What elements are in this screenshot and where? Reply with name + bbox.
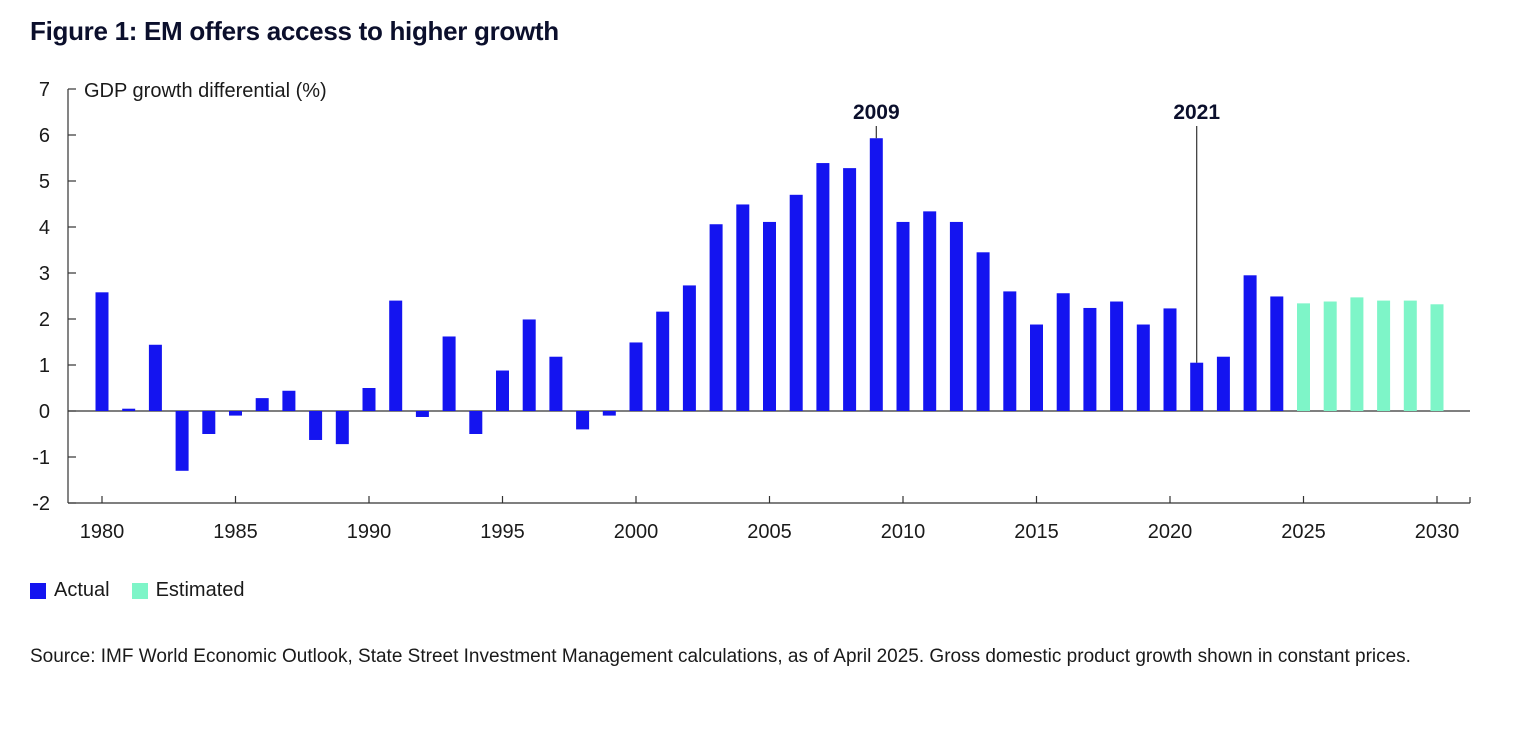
legend-swatch-estimated xyxy=(131,582,148,599)
bar-estimated-2026 xyxy=(1323,301,1337,411)
annotation-label-2009: 2009 xyxy=(853,101,900,124)
bar-actual-1984 xyxy=(202,411,216,434)
bar-actual-1982 xyxy=(148,344,162,411)
bar-actual-2023 xyxy=(1243,275,1257,411)
x-tick-label: 1995 xyxy=(480,521,525,543)
bar-actual-2019 xyxy=(1136,324,1150,411)
x-tick-label: 2030 xyxy=(1415,521,1460,543)
bar-actual-2003 xyxy=(709,224,723,411)
bar-actual-1993 xyxy=(442,336,456,411)
bar-actual-2024 xyxy=(1270,296,1284,411)
bar-actual-2001 xyxy=(656,311,670,411)
legend-swatch-actual xyxy=(30,582,46,599)
y-axis: -2 -1 0 1 2 3 4 5 6 7 xyxy=(32,79,76,515)
annotations: 2009 2021 xyxy=(853,101,1220,363)
x-tick-label: 1985 xyxy=(213,521,258,543)
y-tick-label: 3 xyxy=(39,263,50,285)
bar-actual-1998 xyxy=(576,411,590,430)
bar-actual-1981 xyxy=(122,408,136,411)
bar-actual-1997 xyxy=(549,356,563,411)
bar-actual-2009 xyxy=(869,138,883,411)
bar-actual-2007 xyxy=(816,163,830,411)
x-tick-label: 2005 xyxy=(747,521,792,543)
bar-actual-2012 xyxy=(949,221,963,411)
bar-actual-1995 xyxy=(496,370,509,411)
y-tick-label: 1 xyxy=(39,355,50,377)
source-note: Source: IMF World Economic Outlook, Stat… xyxy=(30,646,1411,667)
y-tick-label: 0 xyxy=(39,401,50,423)
bar-actual-1996 xyxy=(522,319,536,411)
legend-item-actual: Actual xyxy=(30,579,110,602)
x-tick-label: 2020 xyxy=(1148,521,1193,543)
bar-actual-2017 xyxy=(1083,307,1097,411)
x-tick-label: 2010 xyxy=(881,521,926,543)
y-tick-label: 6 xyxy=(39,125,50,147)
bar-actual-1991 xyxy=(389,300,403,411)
legend-item-estimated: Estimated xyxy=(131,579,245,602)
y-axis-label: GDP growth differential (%) xyxy=(84,80,327,102)
bar-actual-2014 xyxy=(1003,291,1017,411)
bar-actual-2008 xyxy=(843,168,857,411)
bar-actual-1986 xyxy=(255,398,269,411)
legend-label-estimated: Estimated xyxy=(155,579,245,601)
bar-actual-2016 xyxy=(1056,293,1070,411)
bar-actual-1980 xyxy=(95,292,109,411)
bar-actual-2005 xyxy=(763,221,776,411)
bar-chart: -2 -1 0 1 2 3 4 5 6 7 1980 1985 1990 1995 2000 2005 201… xyxy=(32,79,1471,543)
bar-actual-2011 xyxy=(923,211,937,411)
bar-actual-2006 xyxy=(789,194,803,411)
bar-actual-2004 xyxy=(736,204,750,411)
bar-estimated-2029 xyxy=(1403,300,1417,411)
legend: Actual Estimated xyxy=(30,579,245,602)
bar-actual-2013 xyxy=(976,252,990,411)
bar-actual-2022 xyxy=(1216,356,1230,411)
bars xyxy=(95,138,1444,471)
bar-estimated-2030 xyxy=(1430,304,1444,411)
bar-actual-1985 xyxy=(229,411,242,416)
bar-actual-2002 xyxy=(682,285,696,411)
bar-estimated-2028 xyxy=(1377,300,1391,411)
annotation-label-2021: 2021 xyxy=(1173,101,1220,124)
x-tick-label: 1990 xyxy=(347,521,392,543)
bar-actual-1988 xyxy=(309,411,323,440)
bar-actual-1994 xyxy=(469,411,483,434)
y-tick-label: -1 xyxy=(32,447,50,469)
x-axis: 1980 1985 1990 1995 2000 2005 2010 2015 2020 2025… xyxy=(68,410,1471,543)
bar-actual-2000 xyxy=(629,342,643,411)
x-tick-label: 2015 xyxy=(1014,521,1059,543)
bar-actual-1999 xyxy=(602,411,616,416)
legend-label-actual: Actual xyxy=(54,579,110,601)
bar-actual-1989 xyxy=(335,411,349,445)
bar-actual-2010 xyxy=(896,221,910,411)
y-tick-label: 7 xyxy=(39,79,50,101)
bar-actual-1990 xyxy=(362,388,376,411)
chart-title: Figure 1: EM offers access to higher gro… xyxy=(30,16,559,46)
y-tick-label: 5 xyxy=(39,171,50,193)
x-tick-label: 1980 xyxy=(80,521,125,543)
bar-actual-1992 xyxy=(415,411,429,417)
y-tick-label: -2 xyxy=(32,493,50,515)
bar-actual-2018 xyxy=(1110,301,1124,411)
bar-estimated-2025 xyxy=(1297,303,1310,411)
bar-actual-2020 xyxy=(1163,308,1177,411)
bar-estimated-2027 xyxy=(1350,297,1364,411)
y-tick-label: 4 xyxy=(39,217,50,239)
y-tick-label: 2 xyxy=(39,309,50,331)
x-tick-label: 2000 xyxy=(614,521,659,543)
bar-actual-2015 xyxy=(1030,324,1043,411)
bar-actual-2021 xyxy=(1190,362,1204,411)
bar-actual-1983 xyxy=(175,411,189,471)
x-tick-label: 2025 xyxy=(1281,521,1326,543)
bar-actual-1987 xyxy=(282,390,296,411)
